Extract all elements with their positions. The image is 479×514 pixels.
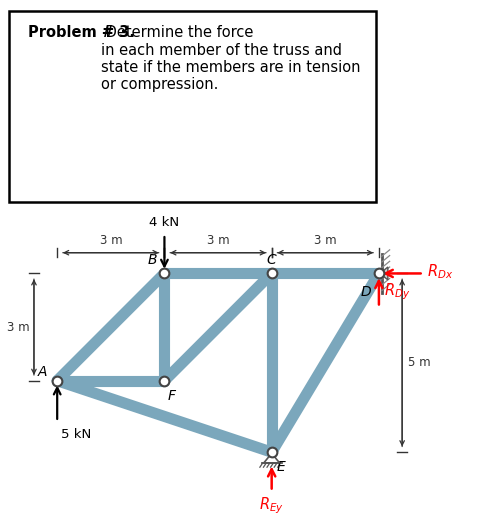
Text: 4 kN: 4 kN — [149, 216, 180, 229]
Text: Determine the force
in each member of the truss and
state if the members are in : Determine the force in each member of th… — [102, 25, 361, 93]
Text: 3 m: 3 m — [207, 234, 229, 247]
Text: 5 kN: 5 kN — [61, 428, 91, 441]
Text: 5 m: 5 m — [408, 356, 430, 370]
Text: Problem # 3.: Problem # 3. — [28, 25, 135, 40]
Text: $F$: $F$ — [167, 389, 177, 402]
Text: 3 m: 3 m — [7, 321, 30, 334]
Text: $B$: $B$ — [148, 253, 158, 267]
Text: $R_{Dy}$: $R_{Dy}$ — [384, 282, 411, 302]
Text: $R_{Ey}$: $R_{Ey}$ — [259, 496, 284, 514]
Text: $D$: $D$ — [361, 285, 373, 299]
Polygon shape — [380, 267, 388, 280]
Text: $E$: $E$ — [276, 460, 287, 474]
Text: $R_{Dx}$: $R_{Dx}$ — [427, 262, 453, 281]
Text: 3 m: 3 m — [100, 234, 122, 247]
FancyBboxPatch shape — [9, 11, 376, 201]
Text: $A$: $A$ — [37, 365, 48, 379]
Text: 3 m: 3 m — [314, 234, 337, 247]
Text: $C$: $C$ — [266, 253, 277, 267]
